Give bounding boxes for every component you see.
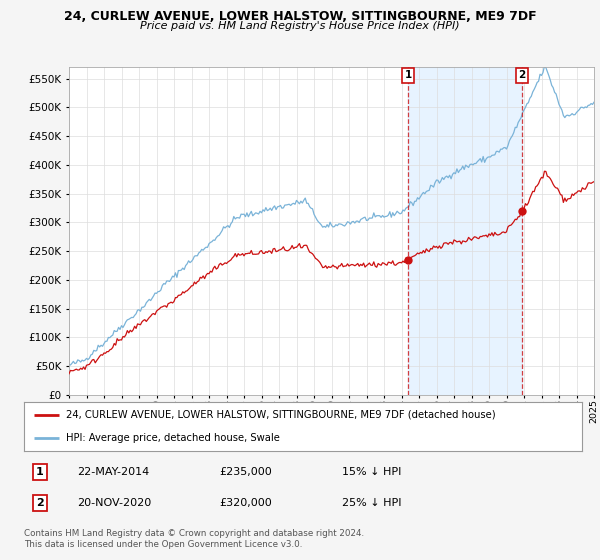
Text: 1: 1 bbox=[36, 466, 43, 477]
Text: £320,000: £320,000 bbox=[220, 498, 272, 508]
Text: Contains HM Land Registry data © Crown copyright and database right 2024.
This d: Contains HM Land Registry data © Crown c… bbox=[24, 529, 364, 549]
Bar bbox=[408, 67, 522, 395]
Text: 1: 1 bbox=[404, 71, 412, 81]
Text: 25% ↓ HPI: 25% ↓ HPI bbox=[342, 498, 401, 508]
Text: 2: 2 bbox=[36, 498, 43, 508]
Text: 22-MAY-2014: 22-MAY-2014 bbox=[77, 466, 149, 477]
Text: 15% ↓ HPI: 15% ↓ HPI bbox=[342, 466, 401, 477]
Text: 2: 2 bbox=[518, 71, 526, 81]
Text: HPI: Average price, detached house, Swale: HPI: Average price, detached house, Swal… bbox=[66, 433, 280, 444]
Text: Price paid vs. HM Land Registry's House Price Index (HPI): Price paid vs. HM Land Registry's House … bbox=[140, 21, 460, 31]
Text: 20-NOV-2020: 20-NOV-2020 bbox=[77, 498, 151, 508]
Text: 24, CURLEW AVENUE, LOWER HALSTOW, SITTINGBOURNE, ME9 7DF: 24, CURLEW AVENUE, LOWER HALSTOW, SITTIN… bbox=[64, 10, 536, 23]
Text: 24, CURLEW AVENUE, LOWER HALSTOW, SITTINGBOURNE, ME9 7DF (detached house): 24, CURLEW AVENUE, LOWER HALSTOW, SITTIN… bbox=[66, 410, 496, 420]
Text: £235,000: £235,000 bbox=[220, 466, 272, 477]
